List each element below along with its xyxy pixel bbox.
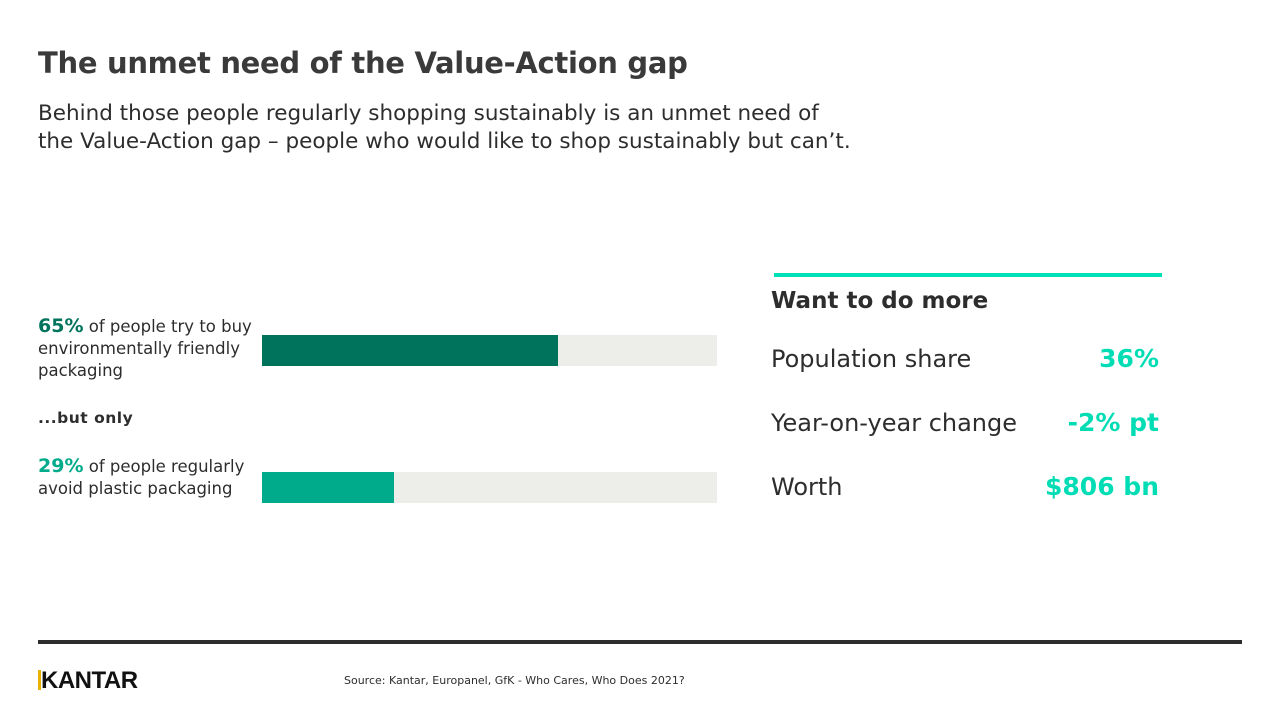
accent-rule xyxy=(774,273,1162,277)
bar-fill-1 xyxy=(262,335,558,366)
stat-row: Population share 36% xyxy=(771,344,1159,373)
stat-value: -2% pt xyxy=(1067,408,1159,437)
stat-value: $806 bn xyxy=(1045,472,1159,501)
stat-label: Worth xyxy=(771,473,843,501)
bar-track-2 xyxy=(262,472,717,503)
stat-row: Worth $806 bn xyxy=(771,472,1159,501)
stat-label: Year-on-year change xyxy=(771,409,1018,437)
bar-text: of people try to buy environmentally fri… xyxy=(38,317,252,380)
slide-title: The unmet need of the Value-Action gap xyxy=(38,46,688,80)
slide-subtitle: Behind those people regularly shopping s… xyxy=(38,101,851,154)
stat-row: Year-on-year change -2% pt xyxy=(771,408,1159,437)
connector-text: ...but only xyxy=(38,409,134,427)
stat-value: 36% xyxy=(1099,344,1159,373)
bar-value-label: 65% xyxy=(38,315,84,337)
bar-text: of people regularly avoid plastic packag… xyxy=(38,457,245,498)
logo-text: KANTAR xyxy=(41,667,138,694)
kantar-logo: KANTAR xyxy=(38,667,138,695)
bar-label-1: 65% of people try to buy environmentally… xyxy=(38,315,253,382)
bar-track-1 xyxy=(262,335,717,366)
footer-rule xyxy=(38,640,1242,644)
panel-title: Want to do more xyxy=(771,288,989,314)
bar-label-2: 29% of people regularly avoid plastic pa… xyxy=(38,455,253,500)
logo-accent-bar xyxy=(38,670,41,690)
stat-label: Population share xyxy=(771,345,972,373)
bar-value-label: 29% xyxy=(38,455,84,477)
bar-fill-2 xyxy=(262,472,394,503)
source-note: Source: Kantar, Europanel, GfK - Who Car… xyxy=(344,674,685,687)
